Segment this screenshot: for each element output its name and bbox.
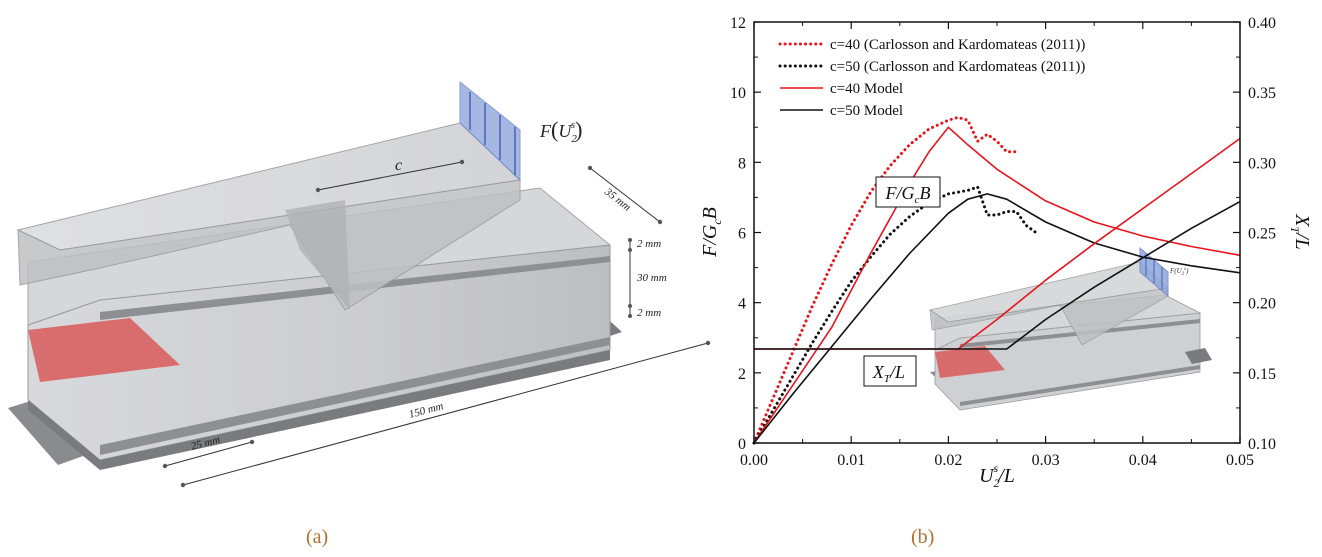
x-tick-label: 0.02 [934, 452, 962, 469]
loading-block-hinge [285, 200, 350, 310]
y-right-tick-label: 0.30 [1248, 155, 1276, 172]
caption-b: (b) [911, 526, 935, 548]
crack-region [28, 318, 180, 382]
y-left-tick-label: 2 [738, 366, 746, 383]
series-line-4 [754, 137, 1241, 350]
crack-dimension-line [164, 441, 253, 467]
force-annotation-box [875, 176, 941, 208]
y-left-tick-label: 8 [738, 155, 746, 172]
force-annotation: F/GcB [885, 183, 931, 206]
load-arrows [469, 92, 516, 175]
x-tick-label: 0.04 [1129, 452, 1157, 469]
specimen-drawing: F(U2s) c 35 mm 2 mm 30 mm 2 mm 150 mm 25… [8, 80, 711, 488]
y-right-tick-label: 0.40 [1248, 15, 1276, 32]
inset-specimen: F(U2s) [929, 246, 1212, 411]
legend-label-1: c=50 (Carlosson and Kardomateas (2011)) [830, 59, 1085, 75]
c-dimension-line [317, 161, 463, 191]
y-left-tick-label: 12 [730, 15, 746, 32]
series-line-0 [752, 115, 1018, 445]
y-right-tick-label: 0.25 [1248, 226, 1276, 243]
crack-annotation-box [863, 355, 917, 387]
bottom-face-thickness-label: 2 mm [637, 307, 661, 319]
y-right-tick-label: 0.20 [1248, 296, 1276, 313]
loading-block-front [17, 179, 521, 311]
depth-dimension-line [589, 167, 661, 223]
y-left-tick-label: 4 [738, 296, 746, 313]
x-tick-label: 0.03 [1032, 452, 1060, 469]
bottom-face-sheet [100, 337, 610, 455]
crack-annotation: XT/L [872, 362, 905, 385]
x-tick-label: 0.05 [1226, 452, 1254, 469]
base-plate [28, 350, 610, 470]
x-tick-label: 0.00 [740, 452, 768, 469]
core-thickness-label: 30 mm [636, 272, 667, 284]
top-face-thickness-label: 2 mm [637, 238, 661, 250]
y-right-tick-label: 0.15 [1248, 366, 1276, 383]
x-tick-label: 0.01 [837, 452, 865, 469]
y-axis-left-label: F/GcB [699, 207, 724, 258]
y-right-tick-label: 0.10 [1248, 436, 1276, 453]
load-arrow-field [459, 80, 521, 182]
y-axis-right-label: XT/L [1288, 213, 1313, 250]
load-label: F(U2s) [539, 117, 582, 145]
y-left-tick-label: 0 [738, 436, 746, 453]
y-left-tick-label: 10 [730, 85, 746, 102]
y-left-tick-label: 6 [738, 226, 746, 243]
series-line-2 [753, 126, 1241, 444]
series-line-5 [754, 200, 1241, 350]
y-right-tick-label: 0.35 [1248, 85, 1276, 102]
length-dimension-line [182, 342, 709, 486]
x-axis-label: U2s/L [979, 461, 1015, 490]
legend: c=40 (Carlosson and Kardomateas (2011)) c… [778, 37, 1085, 119]
c-label: c [395, 157, 402, 174]
svg-text:F(U2s): F(U2s) [1169, 267, 1189, 277]
ticks-layer: 0.00 0.01 0.02 0.03 0.04 0.05 0 2 4 6 8 10 12 0.10 0.1… [730, 15, 1276, 469]
legend-label-0: c=40 (Carlosson and Kardomateas (2011)) [830, 37, 1085, 53]
caption-a: (a) [306, 526, 329, 548]
legend-label-3: c=50 Model [830, 103, 903, 119]
series-line-3 [753, 193, 1241, 444]
legend-label-2: c=40 Model [830, 81, 903, 97]
